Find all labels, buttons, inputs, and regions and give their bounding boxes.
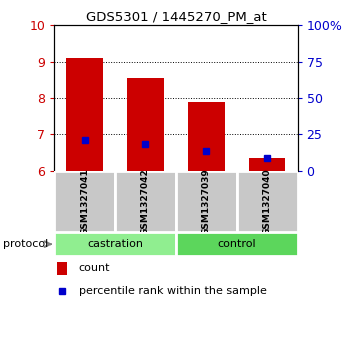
Title: GDS5301 / 1445270_PM_at: GDS5301 / 1445270_PM_at — [85, 10, 266, 23]
Text: GSM1327042: GSM1327042 — [141, 168, 150, 235]
Bar — [57, 262, 68, 275]
Text: GSM1327041: GSM1327041 — [80, 168, 89, 235]
Bar — [249, 158, 285, 171]
Text: percentile rank within the sample: percentile rank within the sample — [78, 286, 266, 296]
Text: castration: castration — [87, 239, 143, 249]
Text: GSM1327040: GSM1327040 — [262, 168, 272, 235]
Bar — [66, 58, 103, 171]
Bar — [54, 232, 176, 256]
Bar — [115, 171, 176, 232]
Text: count: count — [78, 263, 110, 273]
Bar — [176, 232, 298, 256]
Text: control: control — [217, 239, 256, 249]
Bar — [188, 102, 225, 171]
Bar — [127, 78, 164, 171]
Bar — [237, 171, 298, 232]
Bar — [54, 171, 115, 232]
Text: GSM1327039: GSM1327039 — [202, 168, 211, 235]
Bar — [176, 171, 237, 232]
Text: protocol: protocol — [4, 239, 49, 249]
